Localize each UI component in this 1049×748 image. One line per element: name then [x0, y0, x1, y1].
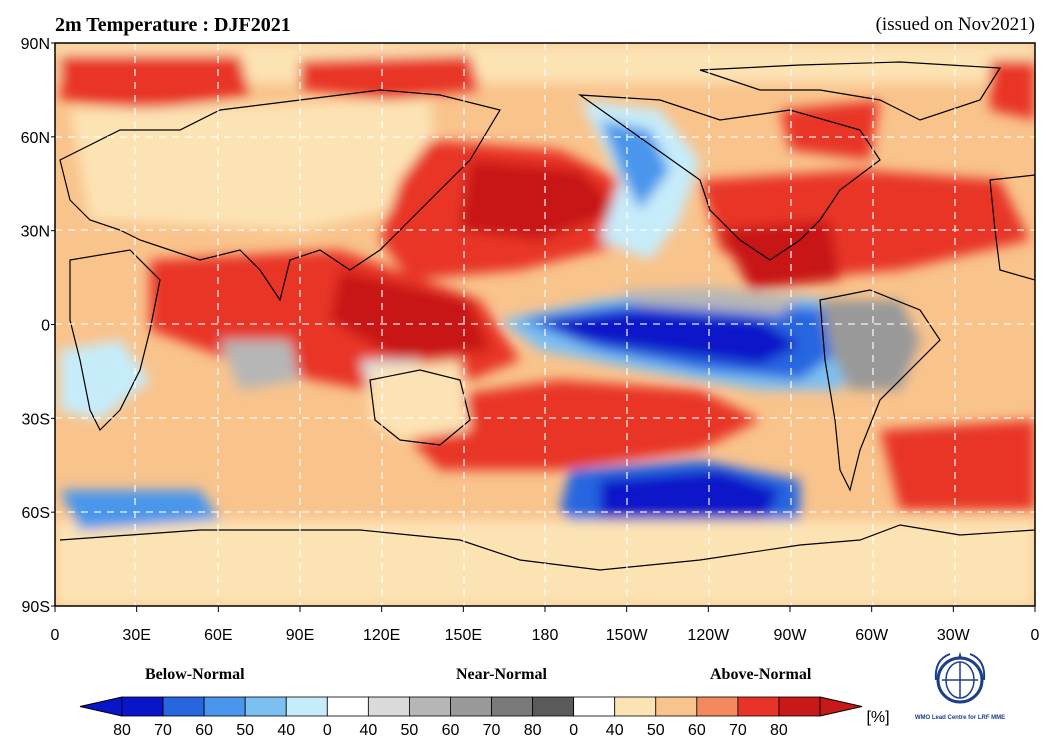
longitude-label: 180: [532, 627, 559, 644]
longitude-label: 120E: [363, 627, 400, 644]
near-normal-label: Near-Normal: [456, 666, 547, 683]
legend-swatch: [409, 696, 451, 717]
longitude-label: 0: [51, 627, 60, 644]
longitude-label: 90W: [774, 627, 808, 644]
latitude-axis: 90N 60N 30N 0 30S 60S 90S: [21, 36, 55, 616]
legend-arrow-right: [819, 696, 863, 717]
legend-tick-label: 50: [401, 722, 419, 739]
latitude-label: 0: [41, 318, 50, 335]
longitude-label: 60E: [204, 627, 232, 644]
legend-tick-label: 80: [524, 722, 542, 739]
latitude-label: 60N: [21, 130, 50, 147]
legend-swatch: [573, 696, 616, 717]
above-normal-label: Above-Normal: [710, 666, 812, 683]
legend-swatch: [450, 696, 492, 717]
legend-tick-label: 0: [569, 722, 578, 739]
legend-tick-label: 80: [770, 722, 788, 739]
legend-arrow-left: [79, 696, 123, 717]
legend-swatch: [121, 696, 164, 717]
legend-swatch: [778, 696, 821, 717]
legend-swatch: [285, 696, 328, 717]
below-normal-label: Below-Normal: [145, 666, 245, 683]
longitude-label: 120W: [687, 627, 730, 644]
longitude-label: 60W: [855, 627, 889, 644]
legend-tick-label: 40: [359, 722, 377, 739]
legend-tick-label: 40: [606, 722, 624, 739]
legend-swatch: [491, 696, 533, 717]
probability-field: [55, 43, 1035, 606]
longitude-label: 150E: [445, 627, 482, 644]
legend-swatch: [532, 696, 575, 717]
legend-tick-label: 50: [236, 722, 254, 739]
longitude-label: 0: [1031, 627, 1040, 644]
legend-swatch: [737, 696, 780, 717]
latitude-label: 30S: [22, 411, 50, 428]
legend-swatch: [614, 696, 657, 717]
legend-tick-label: 60: [688, 722, 706, 739]
legend-tick-label: 80: [113, 722, 131, 739]
legend-swatch: [696, 696, 739, 717]
wmo-logo-text: WMO Lead Centre for LRF MME: [914, 715, 1006, 721]
grid-lines: [55, 43, 1035, 606]
longitude-label: 30E: [122, 627, 150, 644]
legend-tick-label: 50: [647, 722, 665, 739]
longitude-axis: 0 30E 60E 90E 120E 150E 180 150W 120W 90W 60W 30W 0: [51, 606, 1040, 644]
legend-tick-label: 0: [323, 722, 332, 739]
wmo-logo: WMO Lead Centre for LRF MME: [910, 650, 1010, 722]
legend-swatch: [203, 696, 246, 717]
longitude-label: 150W: [606, 627, 649, 644]
legend-swatch: [655, 696, 698, 717]
legend-swatch: [326, 696, 369, 717]
legend-unit: [%]: [866, 709, 889, 726]
latitude-label: 60S: [22, 505, 50, 522]
issued-date: (issued on Nov2021): [875, 14, 1035, 35]
legend-swatch: [244, 696, 287, 717]
legend-tick-label: 70: [154, 722, 172, 739]
legend-tick-label: 60: [195, 722, 213, 739]
latitude-label: 90N: [21, 36, 50, 53]
legend-swatch: [367, 696, 410, 717]
legend-tick-label: 60: [442, 722, 460, 739]
legend-tick-label: 40: [277, 722, 295, 739]
latitude-label: 30N: [21, 224, 50, 241]
wmo-emblem-icon: [934, 652, 986, 704]
longitude-label: 30W: [937, 627, 971, 644]
legend-swatch: [162, 696, 205, 717]
map-title: 2m Temperature : DJF2021: [55, 14, 291, 36]
color-legend: 80 70 60 50 40 0 40 50 60 70 80 0 40 50 60 70 80 [%]: [79, 696, 890, 739]
legend-tick-label: 70: [729, 722, 747, 739]
latitude-label: 90S: [22, 599, 50, 616]
legend-tick-label: 70: [483, 722, 501, 739]
longitude-label: 90E: [286, 627, 314, 644]
